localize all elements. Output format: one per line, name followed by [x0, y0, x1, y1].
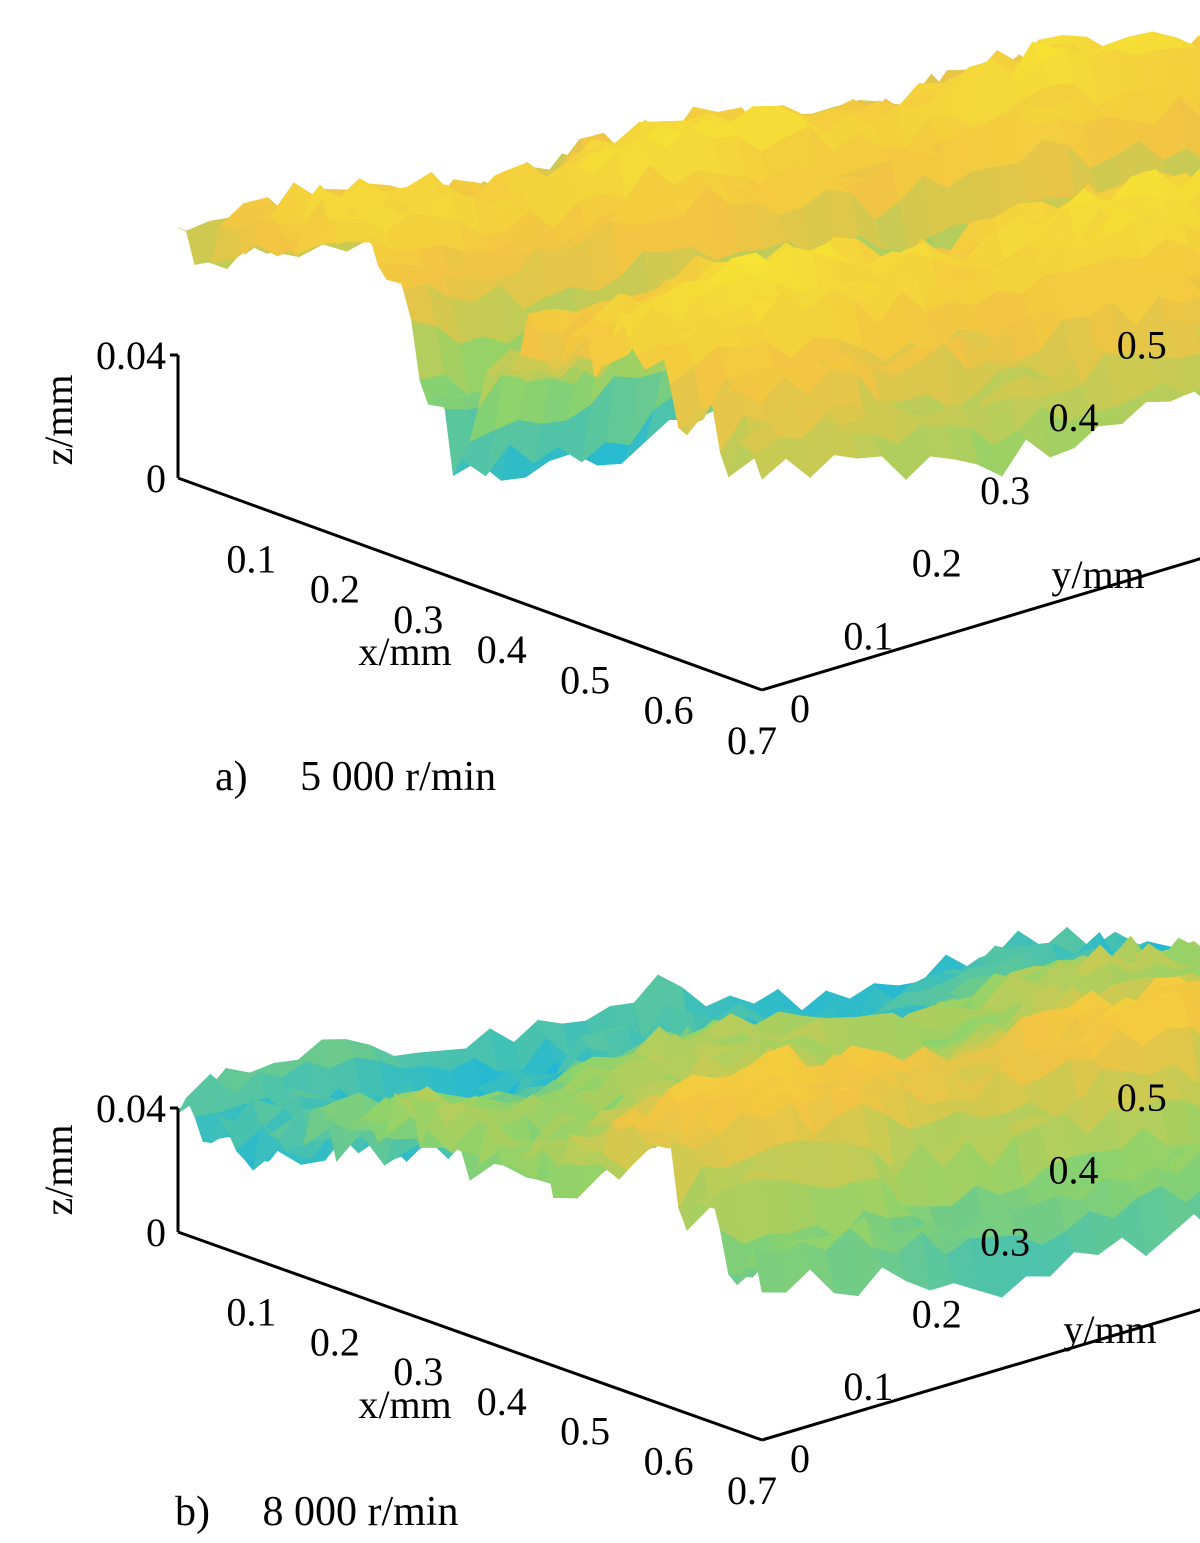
x-tick-labels-a: 0.10.20.30.40.50.60.7 — [226, 536, 777, 763]
x-axis-line — [177, 476, 763, 692]
y-axis-label-a: y/mm — [1051, 552, 1144, 597]
panel-a: 0.10.20.30.40.50.60.7 00.10.20.30.40.5 0… — [36, 31, 1200, 800]
y-tick-label: 0.5 — [1117, 322, 1167, 367]
z-axis-label-text-a: z/mm — [36, 374, 81, 465]
z-tick-labels-a: 00.04 — [96, 333, 166, 501]
x-tick-label: 0.6 — [644, 688, 694, 733]
x-tick-label: 0.4 — [477, 627, 527, 672]
panel-b: 0.10.20.30.40.50.60.7 00.10.20.30.40.5 0… — [36, 926, 1200, 1535]
caption-a: a) 5 000 r/min — [215, 754, 496, 800]
x-tick-label: 0.7 — [727, 718, 777, 763]
surface-b — [177, 926, 1200, 1298]
y-tick-label: 0 — [790, 686, 810, 731]
surface-a — [177, 31, 1200, 481]
y-tick-label: 0.4 — [1049, 395, 1099, 440]
z-tick-label: 0 — [146, 456, 166, 501]
y-tick-label: 0.1 — [843, 613, 893, 658]
x-axis-label-a: x/mm — [358, 629, 451, 674]
x-tick-label: 0.1 — [226, 536, 276, 581]
z-tick-label: 0.04 — [96, 333, 166, 378]
y-tick-label: 0.3 — [980, 468, 1030, 513]
y-tick-label: 0.2 — [912, 541, 962, 586]
x-tick-label: 0.2 — [310, 567, 360, 612]
z-axis-label-a: z/mm — [36, 374, 81, 465]
x-tick-label: 0.5 — [560, 657, 610, 702]
